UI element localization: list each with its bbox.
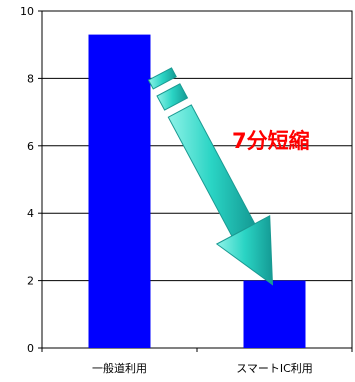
bars (88, 34, 306, 349)
reduction-arrow (147, 67, 274, 286)
y-tick-label: 2 (27, 275, 34, 288)
y-tick-label: 10 (20, 5, 34, 18)
x-tick-label: 一般道利用 (92, 361, 147, 375)
arrow-head (215, 214, 274, 286)
x-axis: 一般道利用 スマートIC利用 (41, 348, 353, 375)
bar (243, 280, 306, 348)
bar (88, 34, 151, 349)
y-tick-label: 4 (27, 207, 34, 220)
arrow-segment (147, 67, 177, 90)
arrow-segment (167, 104, 256, 237)
x-tick-label: スマートIC利用 (236, 362, 313, 375)
y-tick-label: 6 (27, 140, 34, 153)
arrow-segment (156, 83, 189, 111)
y-tick-label: 0 (27, 342, 34, 355)
annotation-label: 7分短縮 (232, 129, 310, 153)
y-tick-label: 8 (27, 72, 34, 85)
